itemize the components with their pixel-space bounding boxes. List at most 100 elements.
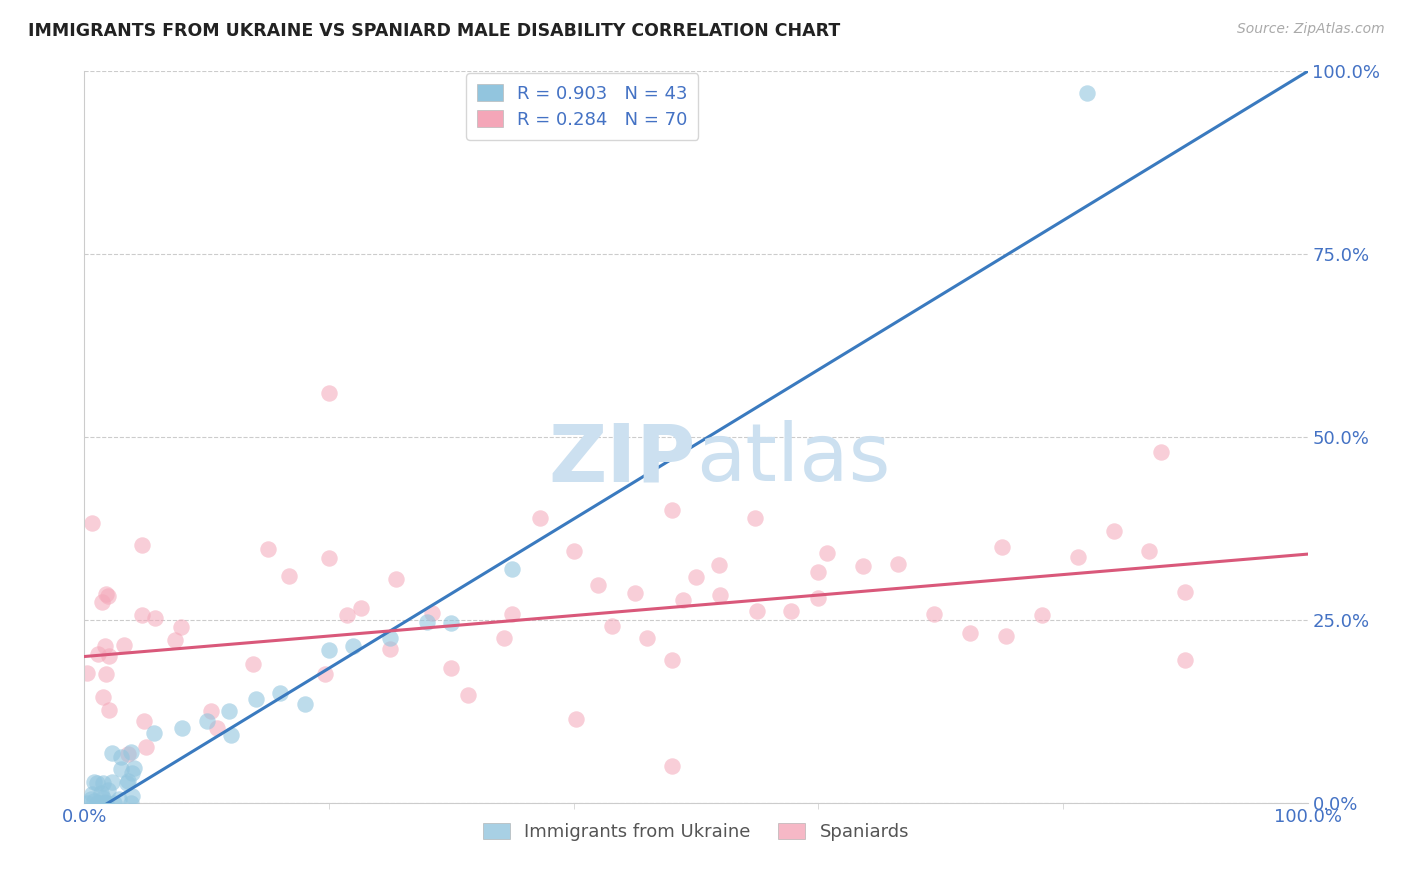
- Point: [219, 728, 242, 742]
- Point: [565, 712, 588, 726]
- Text: Source: ZipAtlas.com: Source: ZipAtlas.com: [1237, 22, 1385, 37]
- Point: [1174, 653, 1197, 667]
- Point: [269, 686, 291, 700]
- Point: [661, 759, 683, 773]
- Point: [1076, 87, 1098, 101]
- Point: [117, 774, 139, 789]
- Point: [685, 570, 707, 584]
- Point: [494, 632, 516, 646]
- Point: [380, 631, 402, 645]
- Point: [1031, 608, 1053, 623]
- Point: [422, 606, 444, 620]
- Point: [207, 721, 229, 735]
- Point: [747, 604, 769, 618]
- Point: [86, 796, 108, 810]
- Point: [815, 546, 838, 560]
- Point: [416, 615, 439, 629]
- Point: [318, 643, 340, 657]
- Point: [661, 652, 683, 666]
- Point: [661, 503, 683, 517]
- Point: [91, 595, 114, 609]
- Point: [93, 795, 115, 809]
- Point: [89, 796, 111, 810]
- Point: [637, 631, 659, 645]
- Point: [143, 611, 166, 625]
- Point: [245, 692, 267, 706]
- Point: [131, 608, 153, 623]
- Point: [709, 558, 731, 572]
- Point: [586, 578, 609, 592]
- Text: ZIP: ZIP: [548, 420, 696, 498]
- Point: [991, 540, 1014, 554]
- Point: [170, 619, 193, 633]
- Point: [97, 782, 120, 797]
- Point: [163, 632, 186, 647]
- Point: [142, 725, 165, 739]
- Point: [385, 572, 408, 586]
- Point: [94, 796, 117, 810]
- Point: [94, 587, 117, 601]
- Point: [780, 604, 803, 618]
- Point: [924, 607, 946, 622]
- Point: [278, 568, 301, 582]
- Point: [76, 796, 98, 810]
- Point: [87, 796, 110, 810]
- Point: [1067, 549, 1090, 564]
- Point: [108, 792, 131, 806]
- Point: [131, 538, 153, 552]
- Point: [135, 739, 157, 754]
- Point: [709, 588, 731, 602]
- Point: [117, 747, 139, 761]
- Point: [195, 714, 218, 729]
- Point: [172, 721, 194, 735]
- Point: [350, 600, 373, 615]
- Point: [624, 586, 647, 600]
- Point: [959, 626, 981, 640]
- Point: [98, 648, 121, 663]
- Point: [91, 791, 114, 805]
- Point: [242, 657, 264, 672]
- Point: [342, 639, 364, 653]
- Text: atlas: atlas: [696, 420, 890, 498]
- Point: [852, 558, 875, 573]
- Point: [83, 775, 105, 789]
- Point: [103, 796, 125, 810]
- Point: [318, 551, 340, 566]
- Point: [110, 750, 132, 764]
- Point: [101, 746, 124, 760]
- Point: [80, 787, 103, 801]
- Point: [672, 593, 695, 607]
- Point: [132, 714, 155, 729]
- Point: [218, 704, 240, 718]
- Point: [502, 562, 524, 576]
- Legend: Immigrants from Ukraine, Spaniards: Immigrants from Ukraine, Spaniards: [475, 816, 917, 848]
- Point: [94, 667, 117, 681]
- Point: [80, 792, 103, 806]
- Point: [82, 516, 104, 530]
- Point: [121, 789, 143, 804]
- Point: [101, 774, 124, 789]
- Point: [91, 690, 114, 705]
- Point: [529, 511, 551, 525]
- Point: [115, 775, 138, 789]
- Point: [120, 745, 142, 759]
- Point: [90, 787, 112, 801]
- Point: [995, 629, 1018, 643]
- Point: [807, 565, 830, 579]
- Point: [318, 386, 340, 401]
- Point: [110, 762, 132, 776]
- Point: [121, 765, 143, 780]
- Point: [336, 608, 359, 623]
- Point: [744, 511, 766, 525]
- Point: [94, 639, 117, 653]
- Text: IMMIGRANTS FROM UKRAINE VS SPANIARD MALE DISABILITY CORRELATION CHART: IMMIGRANTS FROM UKRAINE VS SPANIARD MALE…: [28, 22, 841, 40]
- Point: [76, 666, 98, 681]
- Point: [457, 688, 479, 702]
- Point: [440, 661, 463, 675]
- Point: [122, 761, 145, 775]
- Point: [562, 543, 585, 558]
- Point: [200, 704, 222, 718]
- Point: [314, 667, 336, 681]
- Point: [600, 619, 623, 633]
- Point: [380, 642, 402, 657]
